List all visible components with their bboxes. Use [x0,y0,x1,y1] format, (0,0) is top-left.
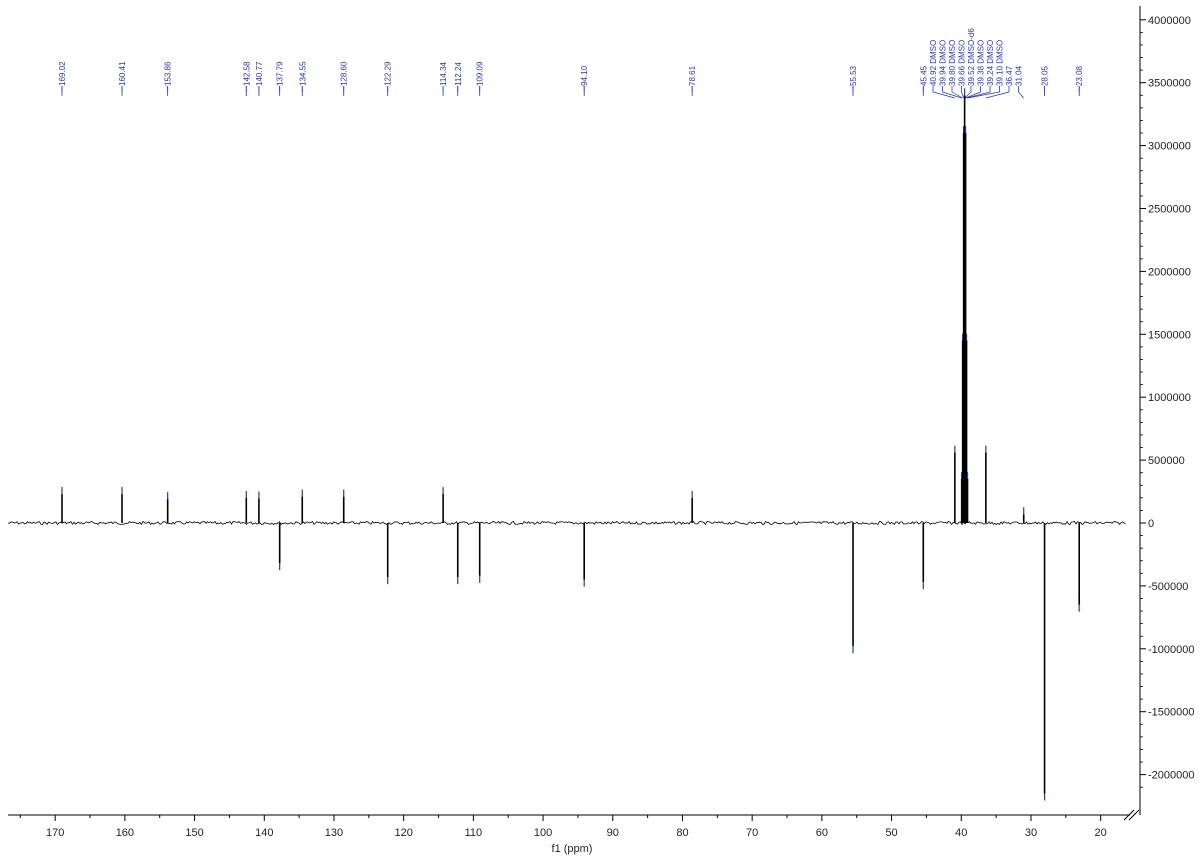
peak-label-26: 28.05 [1041,65,1050,86]
peak-label-4: 140.77 [255,61,264,86]
peak-label-connector-25 [1018,91,1024,99]
peak-label-connector-17 [942,91,962,99]
peak-label-22: 39.24 DMSO [986,40,995,86]
peak-label-18: 39.80 DMSO [948,40,957,86]
x-tick-label-3: 140 [255,827,273,839]
peak-label-3: 142.58 [242,61,251,86]
peak-label-23: 39.10 DMSO [996,40,1005,86]
peak-label-13: 78.61 [688,65,697,86]
peak-label-2: 153.86 [164,61,173,86]
peak-label-connector-22 [966,91,991,99]
peak-label-7: 128.60 [340,61,349,86]
peak-label-connector-20 [964,91,972,99]
peak-label-19: 39.66 DMSO [958,40,967,86]
x-tick-label-4: 130 [325,827,343,839]
peak-label-connector-23 [967,91,1000,99]
peak-label-17: 39.94 DMSO [939,40,948,86]
x-axis: 170 160 150 140 130 120 110 100 90 80 70 60 50 40 30 20 [8,809,1140,839]
peak-label-6: 134.55 [298,61,307,86]
x-tick-label-15: 20 [1095,827,1107,839]
peak-label-connector-21 [965,91,981,99]
peak-label-20: 39.52 DMSO-d6 [967,28,976,86]
x-tick-label-12: 50 [885,827,897,839]
x-tick-label-13: 40 [955,827,967,839]
axis-break-mark-1 [1123,809,1135,821]
peak-label-0: 169.02 [58,61,67,86]
peak-label-21: 39.38 DMSO [977,40,986,86]
axis-break-mark-2 [1128,809,1140,821]
peak-label-5: 137.79 [276,61,285,86]
peak-label-15: 45.45 [919,65,928,86]
peak-label-10: 112.24 [454,62,463,86]
y-tick-label-9: -500000 [1148,581,1188,593]
x-tick-label-0: 170 [46,827,64,839]
peak-label-11: 109.09 [476,61,485,86]
y-tick-label-1: 3500000 [1148,78,1191,90]
x-tick-label-9: 80 [676,827,688,839]
peak-label-connector-18 [951,91,963,99]
peak-label-connector-24 [985,91,1010,99]
spectrum-trace-layer [7,88,1126,801]
y-tick-label-6: 1000000 [1148,392,1191,404]
y-axis: 4000000 3500000 3000000 2500000 2000000 15000… [1139,6,1195,815]
peak-label-24: 36.47 [1005,65,1014,86]
peak-label-16: 40.92 DMSO [929,40,938,86]
y-tick-label-0: 4000000 [1148,15,1191,27]
y-tick-label-7: 500000 [1148,455,1185,467]
peak-label-12: 94.10 [580,65,589,86]
x-axis-title: f1 (ppm) [552,843,593,855]
x-tick-label-11: 60 [816,827,828,839]
peak-label-9: 114.34 [439,62,448,86]
peak-label-27: 23.08 [1075,65,1084,86]
y-tick-label-12: -2000000 [1148,770,1195,782]
peak-label-25: 31.04 [1015,65,1024,86]
x-tick-label-6: 110 [465,827,483,839]
baseline-noise [7,520,1126,526]
peak-label-connector-16 [932,91,955,99]
y-tick-label-10: -1000000 [1148,644,1195,656]
peak-label-8: 122.29 [384,61,393,86]
x-tick-label-10: 70 [746,827,758,839]
x-tick-label-5: 120 [394,827,412,839]
y-tick-label-4: 2000000 [1148,266,1191,278]
x-tick-label-7: 100 [534,827,552,839]
peak-label-connector-19 [961,91,964,99]
peak-label-1: 160.41 [118,61,127,86]
y-tick-label-11: -1500000 [1148,707,1195,719]
y-tick-label-8: 0 [1148,518,1154,530]
x-tick-label-2: 150 [185,827,203,839]
peak-label-14: 55.53 [849,65,858,86]
y-tick-label-5: 1500000 [1148,329,1191,341]
x-tick-label-1: 160 [116,827,134,839]
y-tick-label-2: 3000000 [1148,141,1191,153]
y-tick-label-3: 2500000 [1148,204,1191,216]
peak-label-layer: 169.02 160.41 153.86 142.58 140.77 137.79 134.… [58,28,1084,99]
x-tick-label-14: 30 [1025,827,1037,839]
x-tick-label-8: 90 [607,827,619,839]
